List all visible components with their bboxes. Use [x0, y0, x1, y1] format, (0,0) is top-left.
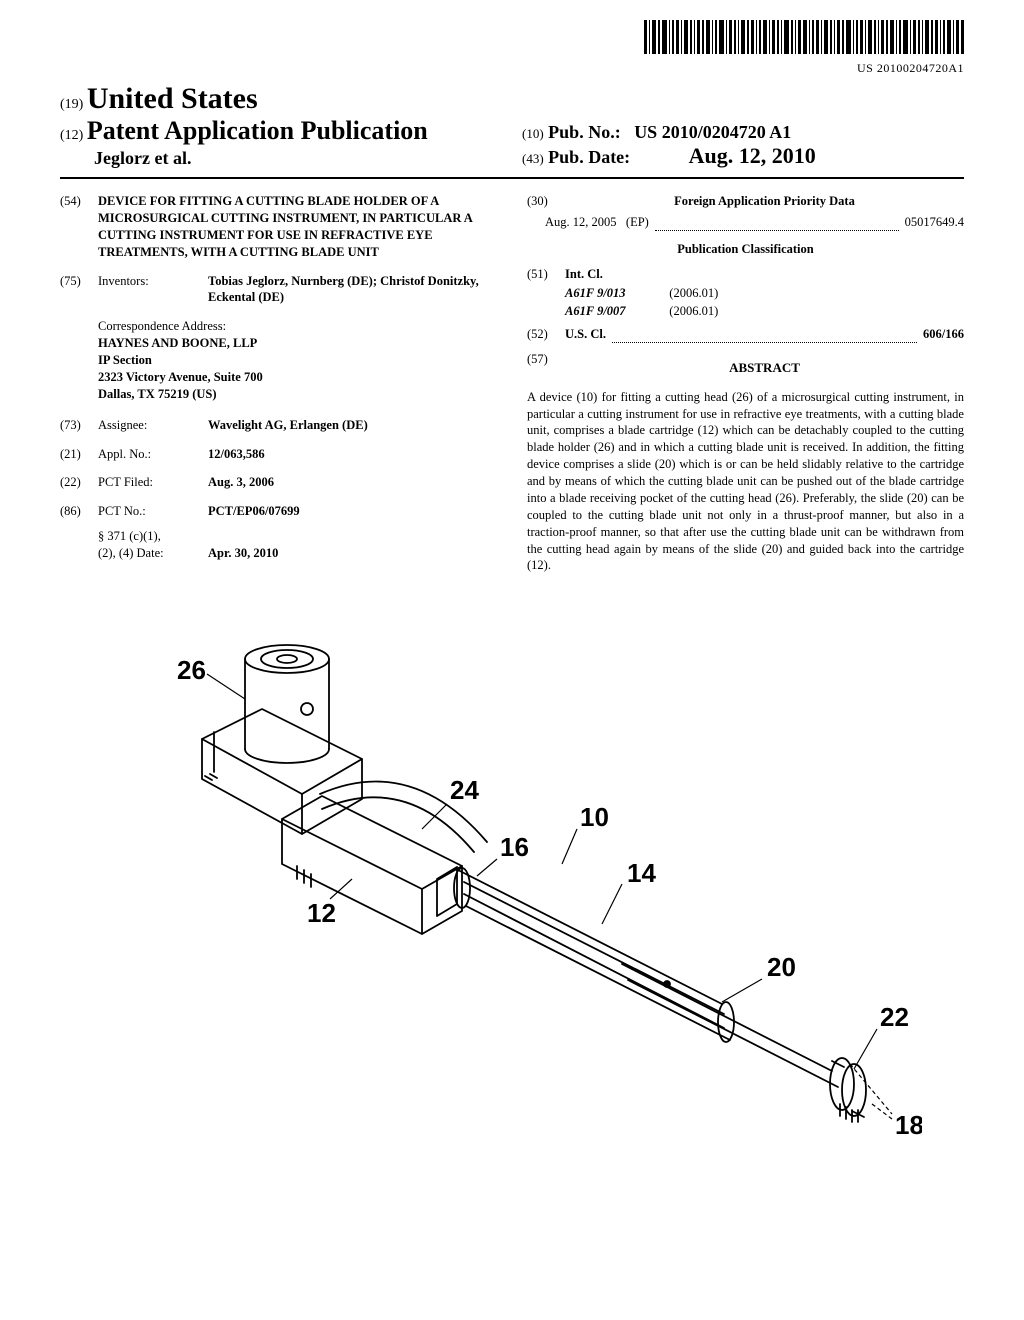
pub-date-label: Pub. Date:: [548, 147, 630, 167]
abstract-heading: ABSTRACT: [565, 359, 964, 377]
correspondence-label: Correspondence Address:: [98, 318, 497, 335]
right-column: (30) Foreign Application Priority Data A…: [527, 193, 964, 574]
barcode-graphic: [644, 20, 964, 59]
correspondence-street: 2323 Victory Avenue, Suite 700: [98, 370, 263, 384]
inventors-label: Inventors:: [98, 273, 208, 307]
intcl-1-ver: (2006.01): [669, 286, 718, 300]
abstract-text: A device (10) for fitting a cutting head…: [527, 389, 964, 575]
ref-12: 12: [307, 898, 336, 928]
code-43: (43): [522, 151, 544, 166]
code-57: (57): [527, 351, 565, 385]
code-51: (51): [527, 266, 565, 283]
assignee-value: Wavelight AG, Erlangen (DE): [208, 418, 368, 432]
correspondence-block: Correspondence Address: HAYNES AND BOONE…: [98, 318, 497, 402]
foreign-num: 05017649.4: [905, 214, 964, 231]
ref-18: 18: [895, 1110, 922, 1140]
invention-title: DEVICE FOR FITTING A CUTTING BLADE HOLDE…: [98, 193, 497, 261]
pct-no-value: PCT/EP06/07699: [208, 504, 300, 518]
foreign-country: (EP): [626, 214, 649, 231]
correspondence-city: Dallas, TX 75219 (US): [98, 387, 217, 401]
code-19: (19): [60, 97, 83, 112]
pct-no-label: PCT No.:: [98, 503, 208, 520]
dotted-leader-2: [612, 333, 917, 343]
pub-date-value: Aug. 12, 2010: [689, 143, 816, 168]
pubclass-heading: Publication Classification: [527, 241, 964, 258]
code-12: (12): [60, 128, 83, 143]
ref-16: 16: [500, 832, 529, 862]
ref-14: 14: [627, 858, 656, 888]
code-54: (54): [60, 193, 98, 261]
ref-26: 26: [177, 655, 206, 685]
pct-filed-label: PCT Filed:: [98, 474, 208, 491]
uscl-label: U.S. Cl.: [565, 326, 606, 343]
pct-filed-value: Aug. 3, 2006: [208, 475, 274, 489]
intcl-1: A61F 9/013: [565, 286, 626, 300]
sect371-line1: § 371 (c)(1),: [98, 529, 161, 543]
bibliographic-columns: (54) DEVICE FOR FITTING A CUTTING BLADE …: [60, 193, 964, 574]
code-75: (75): [60, 273, 98, 307]
code-73: (73): [60, 417, 98, 434]
country-name: United States: [87, 82, 258, 115]
inventors-value: Tobias Jeglorz, Nurnberg (DE); Christof …: [208, 274, 479, 305]
barcode-number: US 20100204720A1: [60, 61, 964, 76]
correspondence-name: HAYNES AND BOONE, LLP: [98, 336, 257, 350]
header-divider: [60, 177, 964, 179]
code-52: (52): [527, 326, 565, 343]
sect371-line2: (2), (4) Date:: [98, 546, 164, 560]
code-21: (21): [60, 446, 98, 463]
foreign-heading: Foreign Application Priority Data: [674, 194, 855, 208]
intcl-label: Int. Cl.: [565, 267, 603, 281]
left-column: (54) DEVICE FOR FITTING A CUTTING BLADE …: [60, 193, 497, 574]
publication-type: Patent Application Publication: [87, 116, 428, 145]
intcl-2: A61F 9/007: [565, 304, 626, 318]
pub-no-value: US 2010/0204720 A1: [634, 122, 791, 142]
assignee-label: Assignee:: [98, 417, 208, 434]
code-86: (86): [60, 503, 98, 520]
ref-24: 24: [450, 775, 479, 805]
correspondence-section: IP Section: [98, 353, 152, 367]
appl-value: 12/063,586: [208, 447, 265, 461]
barcode-block: US 20100204720A1: [60, 20, 964, 76]
header-block: (19) United States (12) Patent Applicati…: [60, 82, 964, 169]
authors: Jeglorz et al.: [60, 148, 502, 169]
foreign-date: Aug. 12, 2005: [545, 214, 617, 231]
ref-22: 22: [880, 1002, 909, 1032]
code-30: (30): [527, 193, 565, 210]
dotted-leader-1: [655, 221, 899, 231]
sect371-value: Apr. 30, 2010: [208, 546, 278, 560]
intcl-2-ver: (2006.01): [669, 304, 718, 318]
ref-20: 20: [767, 952, 796, 982]
pub-no-label: Pub. No.:: [548, 122, 621, 142]
appl-label: Appl. No.:: [98, 446, 208, 463]
ref-10: 10: [580, 802, 609, 832]
uscl-value: 606/166: [923, 326, 964, 343]
patent-figure: 26 24 12 16 10 14 20 22 18: [60, 604, 964, 1169]
code-22: (22): [60, 474, 98, 491]
code-10: (10): [522, 126, 544, 141]
